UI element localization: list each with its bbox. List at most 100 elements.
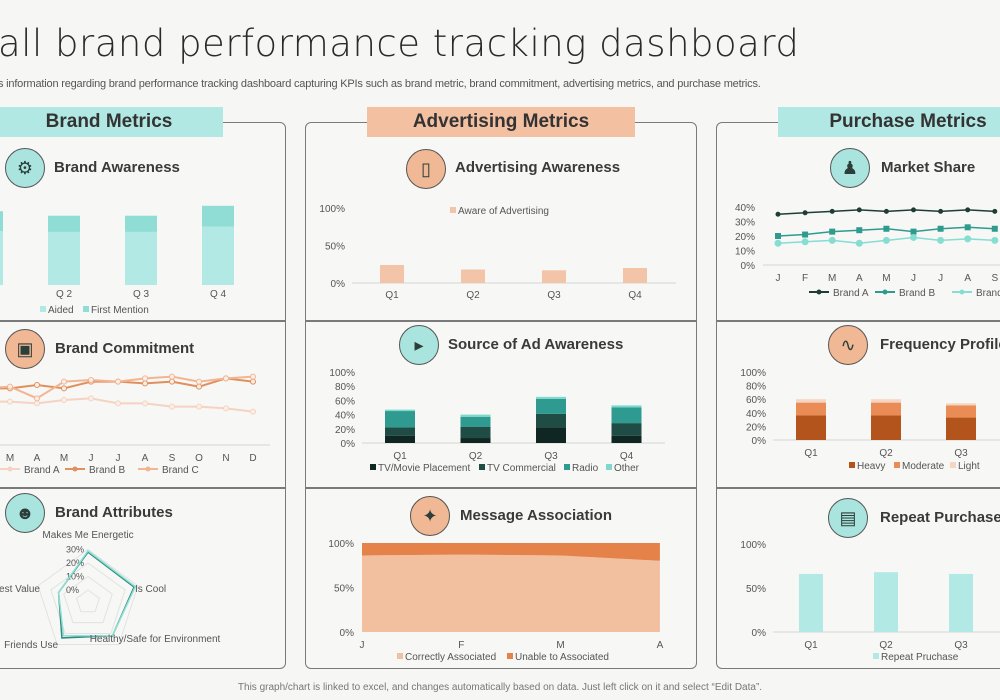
data-point [883, 225, 890, 232]
radar-tick-label: 0% [66, 585, 79, 595]
section-advertising-metrics: Advertising Metrics [367, 107, 635, 137]
bar-aware-of-advertising [461, 269, 485, 283]
y-tick-label: 0% [752, 436, 767, 447]
bar-tv-commercial [536, 413, 566, 428]
legend-label: Aided [48, 305, 74, 316]
data-point [7, 383, 13, 390]
legend-label: First Mention [91, 305, 149, 316]
y-tick-label: 30% [735, 218, 755, 229]
legend-swatch [564, 464, 570, 470]
radar-grid [50, 562, 126, 635]
data-point [88, 377, 94, 383]
legend-swatch [40, 306, 46, 312]
divider [716, 320, 1000, 322]
handshake-icon: ▣ [5, 329, 45, 369]
data-point [802, 210, 808, 216]
data-point [775, 211, 781, 217]
bar-aware-of-advertising [623, 268, 647, 283]
bar-aided [48, 231, 80, 285]
panel-title: Brand Attributes [55, 504, 173, 521]
x-tick-label: F [802, 273, 808, 284]
radar-tick-label: 30% [66, 545, 84, 555]
data-point [196, 378, 202, 385]
legend-label: Other [614, 463, 640, 474]
x-tick-label: J [89, 453, 94, 464]
data-point [142, 400, 148, 407]
y-tick-label: 40% [735, 203, 755, 214]
data-point [61, 397, 67, 403]
panel-title: Message Association [460, 507, 612, 524]
data-point [937, 236, 945, 244]
x-tick-label: Q 2 [56, 289, 73, 300]
data-point [801, 238, 809, 246]
data-point [910, 233, 917, 241]
x-tick-label: Q 4 [210, 289, 227, 300]
cart-icon: ▤ [828, 498, 868, 538]
x-tick-label: Q2 [469, 451, 483, 462]
data-point [196, 383, 202, 390]
data-point [910, 228, 917, 235]
x-tick-label: A [856, 273, 863, 284]
y-tick-label: 60% [335, 396, 355, 407]
data-point [223, 375, 229, 382]
y-tick-label: 100% [329, 368, 355, 379]
x-tick-label: O [195, 453, 203, 464]
y-tick-label: 10% [735, 247, 755, 258]
legend-marker [959, 289, 965, 295]
bar-tv-movie-placement [460, 438, 491, 443]
data-point [775, 233, 781, 239]
x-tick-label: J [360, 640, 365, 651]
data-point [883, 208, 889, 214]
data-point [115, 400, 121, 407]
radar-axis-label: Makes Me Energetic [42, 530, 133, 541]
data-point [34, 395, 40, 402]
legend-label: Repeat Pruchase [881, 652, 959, 663]
bar-radio [611, 407, 642, 424]
data-point [992, 208, 998, 214]
data-point [34, 382, 40, 388]
x-tick-label: A [34, 453, 41, 464]
panel-title: Market Share [881, 159, 976, 176]
page-subtitle: s information regarding brand performanc… [0, 78, 761, 90]
data-point [169, 378, 175, 385]
megaphone-icon: ▸ [399, 325, 439, 365]
legend-swatch [479, 464, 485, 470]
legend-label: TV/Movie Placement [378, 463, 470, 474]
bar-other [460, 414, 491, 417]
y-tick-label: 0% [340, 628, 355, 639]
legend-swatch [849, 462, 855, 468]
data-point [115, 378, 121, 385]
x-tick-label: Q2 [879, 448, 893, 459]
y-tick-label: 100% [319, 204, 345, 215]
radar-axis-label: Best Value [0, 584, 40, 595]
y-tick-label: 100% [328, 539, 354, 550]
x-tick-label: A [657, 640, 664, 651]
page-title: all brand performance tracking dashboard [0, 22, 800, 65]
panel-title: Frequency Profile [880, 336, 1000, 353]
legend-marker [7, 466, 13, 472]
panel-title: Advertising Awareness [455, 159, 621, 176]
data-point [802, 231, 809, 238]
legend-swatch [950, 462, 956, 468]
data-point [88, 395, 94, 402]
bar-repeat-pruchase [874, 572, 898, 632]
data-point [142, 380, 148, 387]
x-tick-label: A [964, 273, 971, 284]
data-point [911, 207, 916, 213]
data-point [774, 239, 782, 247]
area-unable-to-associated [362, 543, 660, 561]
divider [716, 487, 1000, 489]
bar-tv-movie-placement [385, 435, 415, 443]
data-point [142, 375, 148, 382]
area-correctly-associated [362, 554, 660, 632]
data-point [61, 378, 67, 385]
legend-label: Brand B [899, 288, 935, 299]
legend-label: Brand A [833, 288, 869, 299]
legend-swatch [873, 653, 879, 659]
legend-label: Brand C [162, 465, 199, 476]
bar-heavy [796, 415, 826, 440]
x-tick-label: A [142, 453, 149, 464]
divider [305, 487, 697, 489]
shopping-person-icon: ♟ [830, 148, 870, 188]
legend-swatch [507, 653, 513, 659]
